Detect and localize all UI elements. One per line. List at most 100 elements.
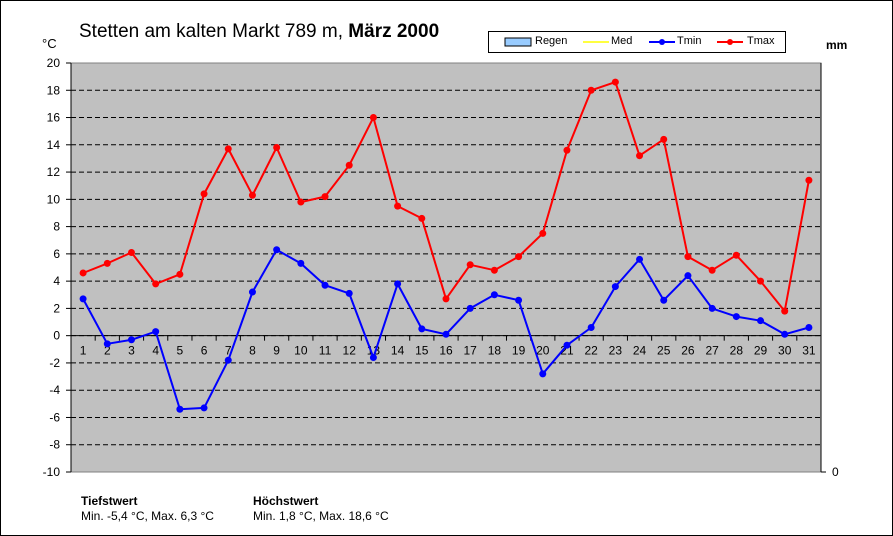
data-point-tmin <box>394 280 402 288</box>
x-tick-label: 6 <box>201 344 208 358</box>
data-point-tmax <box>636 152 644 160</box>
x-tick-label: 19 <box>512 344 526 358</box>
data-point-tmax <box>563 146 571 154</box>
data-point-tmin <box>805 323 813 331</box>
legend-item-tmax: Tmax <box>715 34 779 50</box>
data-point-tmax <box>152 280 160 288</box>
data-point-tmax <box>248 191 256 199</box>
data-point-tmax <box>660 135 668 143</box>
legend-label-med: Med <box>611 35 633 47</box>
data-point-tmax <box>103 259 111 267</box>
data-point-tmin <box>636 255 644 263</box>
data-point-tmax <box>394 202 402 210</box>
y-tick-label: -6 <box>49 410 60 424</box>
data-point-tmin <box>442 330 450 338</box>
x-tick-label: 26 <box>681 344 695 358</box>
legend-swatch-tmax <box>717 39 743 45</box>
x-tick-label: 10 <box>294 344 308 358</box>
data-point-tmin <box>781 330 789 338</box>
title-station: Stetten am kalten Markt 789 m, <box>79 21 344 42</box>
y-tick-label: 6 <box>53 247 60 261</box>
stats-hoechstwert-label: Höchstwert <box>253 494 319 508</box>
data-point-tmin <box>297 259 305 267</box>
x-tick-label: 8 <box>249 344 256 358</box>
chart-title: Stetten am kalten Markt 789 m, März 2000 <box>79 21 439 43</box>
data-point-tmin <box>200 404 208 412</box>
y-axis-unit: °C <box>42 36 57 51</box>
stats-tiefstwert: Tiefstwert Min. -5,4 °C, Max. 6,3 °C <box>81 494 214 524</box>
x-tick-label: 17 <box>464 344 478 358</box>
legend-swatch-tmin <box>649 39 675 45</box>
data-point-tmin <box>660 296 668 304</box>
y-tick-label: 16 <box>47 111 61 125</box>
data-point-tmax <box>466 261 474 269</box>
x-tick-label: 20 <box>536 344 550 358</box>
data-point-tmin <box>466 304 474 312</box>
legend-swatch-regen <box>504 37 532 47</box>
x-tick-label: 12 <box>343 344 357 358</box>
data-point-tmin <box>757 317 765 325</box>
data-point-tmin <box>708 304 716 312</box>
data-point-tmax <box>708 266 716 274</box>
x-tick-label: 15 <box>415 344 429 358</box>
data-point-tmin <box>345 289 353 297</box>
legend-item-tmin: Tmin <box>647 34 707 50</box>
legend-label-tmax: Tmax <box>747 35 775 47</box>
data-point-tmin <box>79 295 87 303</box>
y-tick-label: 12 <box>47 165 61 179</box>
y-tick-label: 8 <box>53 220 60 234</box>
data-point-tmax <box>321 193 329 201</box>
data-point-tmin <box>248 288 256 296</box>
data-point-tmin <box>732 313 740 321</box>
x-tick-label: 1 <box>80 344 87 358</box>
y2-axis-unit: mm <box>826 38 848 52</box>
data-point-tmax <box>684 253 692 261</box>
data-point-tmax <box>781 307 789 315</box>
data-point-tmin <box>369 353 377 361</box>
legend-label-regen: Regen <box>535 35 568 47</box>
x-tick-label: 25 <box>657 344 671 358</box>
x-tick-label: 27 <box>705 344 719 358</box>
data-point-tmax <box>611 78 619 86</box>
data-point-tmin <box>611 283 619 291</box>
y-tick-label: 10 <box>47 192 61 206</box>
data-point-tmin <box>539 370 547 378</box>
y-tick-label: 0 <box>53 329 60 343</box>
data-point-tmax <box>418 214 426 222</box>
data-point-tmax <box>539 229 547 237</box>
stats-tiefstwert-label: Tiefstwert <box>81 494 138 508</box>
data-point-tmin <box>684 272 692 280</box>
x-tick-label: 29 <box>754 344 768 358</box>
y-tick-label: 2 <box>53 301 60 315</box>
data-point-tmin <box>224 356 232 364</box>
x-tick-label: 23 <box>609 344 623 358</box>
data-point-tmin <box>273 246 281 254</box>
data-point-tmax <box>442 295 450 303</box>
data-point-tmax <box>757 277 765 285</box>
x-tick-label: 2 <box>104 344 111 358</box>
legend-swatch-med <box>583 41 609 43</box>
x-tick-label: 4 <box>152 344 159 358</box>
data-point-tmin <box>563 341 571 349</box>
data-point-tmax <box>587 86 595 94</box>
x-tick-label: 5 <box>177 344 184 358</box>
x-tick-label: 3 <box>128 344 135 358</box>
data-point-tmax <box>805 176 813 184</box>
data-point-tmax <box>127 249 135 257</box>
data-point-tmax <box>490 266 498 274</box>
data-point-tmax <box>732 251 740 259</box>
data-point-tmax <box>297 198 305 206</box>
x-tick-label: 18 <box>488 344 502 358</box>
x-tick-label: 22 <box>584 344 598 358</box>
stats-hoechstwert: Höchstwert Min. 1,8 °C, Max. 18,6 °C <box>253 494 389 524</box>
legend-item-med: Med <box>581 34 641 50</box>
plot-area <box>70 62 822 473</box>
data-point-tmax <box>224 145 232 153</box>
y-tick-label: 18 <box>47 83 61 97</box>
x-tick-label: 31 <box>802 344 816 358</box>
data-point-tmin <box>490 291 498 299</box>
data-point-tmin <box>418 325 426 333</box>
y-tick-label: -4 <box>49 383 60 397</box>
x-tick-label: 30 <box>778 344 792 358</box>
